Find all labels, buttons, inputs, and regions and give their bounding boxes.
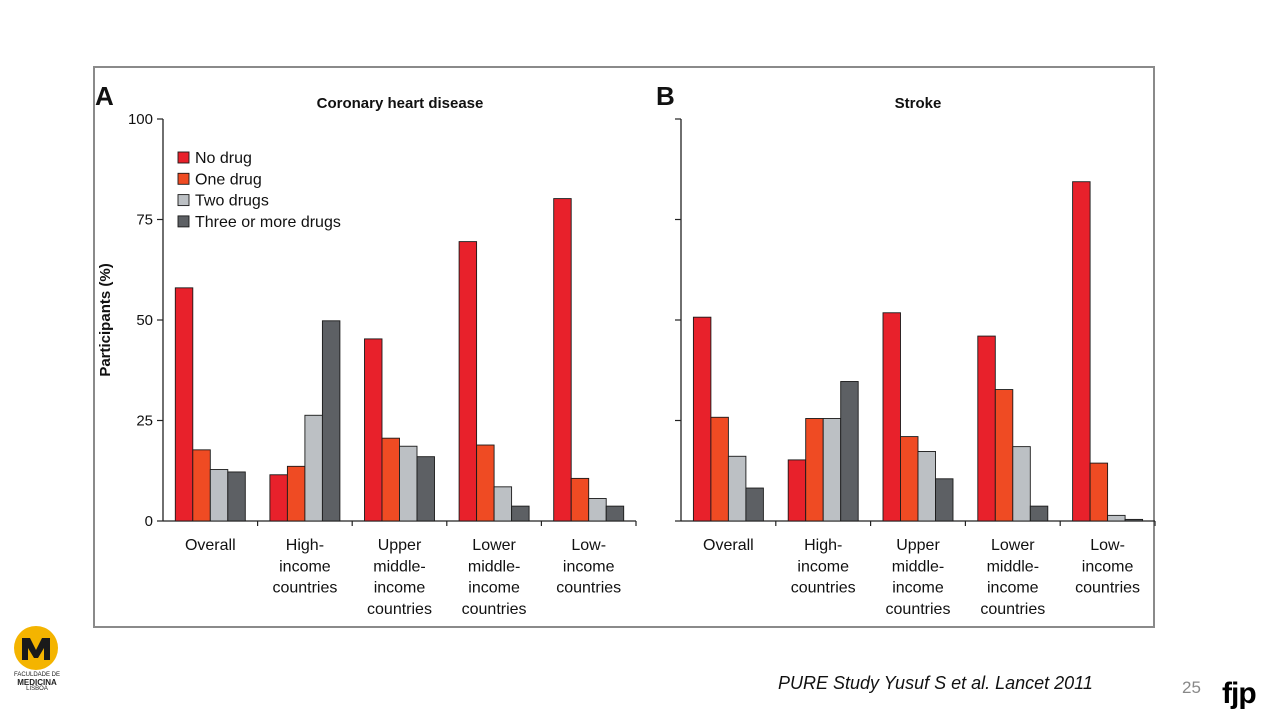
bar-a bbox=[399, 445, 418, 522]
legend-label: Three or more drugs bbox=[195, 214, 341, 231]
bar-a bbox=[304, 414, 323, 522]
category-label: Upper bbox=[378, 537, 422, 554]
category-label: countries bbox=[367, 601, 432, 618]
brand-mark: fjp bbox=[1222, 677, 1257, 710]
bar-a bbox=[269, 474, 288, 522]
logo-m-glyph bbox=[22, 638, 50, 660]
category-label: income bbox=[563, 558, 615, 575]
category-label: countries bbox=[272, 580, 337, 597]
category-label: Overall bbox=[185, 537, 236, 554]
logo-line-3: LISBOA bbox=[26, 686, 48, 692]
bar-b bbox=[1107, 514, 1126, 522]
category-label: countries bbox=[462, 601, 527, 618]
category-label: Overall bbox=[703, 537, 754, 554]
legend-label: One drug bbox=[195, 171, 262, 188]
logo-circle bbox=[14, 626, 58, 670]
category-label: income bbox=[374, 580, 426, 597]
bar-b bbox=[787, 459, 807, 522]
category-label: countries bbox=[791, 580, 856, 597]
bar-b bbox=[692, 316, 712, 522]
page-number: 25 bbox=[1182, 678, 1201, 697]
legend-swatch bbox=[177, 172, 190, 185]
legend-swatch bbox=[177, 151, 190, 164]
category-label: income bbox=[279, 558, 331, 575]
category-label: Low- bbox=[1090, 537, 1125, 554]
category-label: middle- bbox=[892, 558, 944, 575]
category-label: middle- bbox=[987, 558, 1039, 575]
category-label: High- bbox=[286, 537, 324, 554]
category-label: Lower bbox=[472, 537, 516, 554]
bar-b bbox=[822, 418, 842, 522]
bar-a bbox=[227, 471, 246, 522]
bar-b bbox=[805, 418, 824, 522]
bar-b bbox=[840, 381, 859, 522]
bar-b bbox=[882, 312, 901, 522]
y-tick-label: 50 bbox=[136, 312, 153, 329]
logo-caption: FACULDADE DE MEDICINA LISBOA bbox=[4, 672, 70, 693]
bar-a bbox=[192, 449, 211, 522]
bar-a bbox=[458, 241, 478, 522]
bar-a bbox=[381, 437, 400, 522]
bar-a bbox=[174, 287, 194, 522]
bar-a bbox=[209, 469, 229, 522]
category-label: countries bbox=[1075, 580, 1140, 597]
bar-b bbox=[994, 389, 1014, 522]
y-tick-label: 100 bbox=[128, 111, 153, 128]
bar-a bbox=[588, 498, 607, 522]
category-label: Lower bbox=[991, 537, 1035, 554]
bar-a bbox=[321, 320, 341, 522]
bar-a bbox=[553, 198, 572, 522]
bar-b bbox=[1089, 462, 1109, 522]
bar-a bbox=[416, 456, 435, 522]
legend-label: No drug bbox=[195, 150, 252, 167]
bar-b bbox=[900, 436, 919, 522]
legend-swatch bbox=[177, 194, 190, 207]
category-label: High- bbox=[804, 537, 842, 554]
y-tick-label: 25 bbox=[136, 413, 153, 430]
bar-b bbox=[977, 335, 996, 522]
bar-b bbox=[917, 451, 936, 522]
category-label: Upper bbox=[896, 537, 940, 554]
bar-a bbox=[364, 338, 383, 522]
category-label: income bbox=[468, 580, 520, 597]
bar-b bbox=[745, 487, 764, 522]
bar-b bbox=[1029, 505, 1049, 522]
bar-b bbox=[727, 455, 747, 522]
category-label: income bbox=[892, 580, 944, 597]
bar-a bbox=[570, 477, 590, 522]
category-label: income bbox=[797, 558, 849, 575]
bar-a bbox=[605, 505, 625, 522]
legend-swatch bbox=[177, 215, 190, 228]
bar-a bbox=[476, 444, 495, 522]
bar-a bbox=[511, 505, 530, 522]
legend-label: Two drugs bbox=[195, 193, 269, 210]
category-label: countries bbox=[886, 601, 951, 618]
faculty-logo bbox=[14, 626, 58, 670]
category-label: income bbox=[1082, 558, 1134, 575]
y-tick-label: 75 bbox=[136, 212, 153, 229]
category-label: countries bbox=[980, 601, 1045, 618]
bar-b bbox=[710, 416, 729, 522]
category-label: countries bbox=[556, 580, 621, 597]
bar-b bbox=[1012, 446, 1031, 522]
bar-a bbox=[493, 486, 513, 522]
y-axis-label: Participants (%) bbox=[97, 263, 114, 376]
category-label: middle- bbox=[468, 558, 520, 575]
bar-b bbox=[1124, 518, 1144, 522]
logo-line-1: FACULDADE DE bbox=[13, 672, 60, 678]
citation: PURE Study Yusuf S et al. Lancet 2011 bbox=[778, 673, 1093, 693]
y-tick-label: 0 bbox=[145, 513, 153, 530]
category-label: Low- bbox=[571, 537, 606, 554]
panel-letter-a: A bbox=[95, 81, 114, 111]
bar-b bbox=[935, 478, 954, 522]
panel-title-a: Coronary heart disease bbox=[317, 95, 484, 112]
panel-letter-b: B bbox=[656, 81, 675, 111]
panel-title-b: Stroke bbox=[895, 95, 942, 112]
bar-b bbox=[1072, 181, 1091, 522]
category-label: income bbox=[987, 580, 1039, 597]
logo-line-2: MEDICINA bbox=[17, 678, 57, 687]
category-label: middle- bbox=[373, 558, 425, 575]
bar-a bbox=[286, 465, 306, 522]
